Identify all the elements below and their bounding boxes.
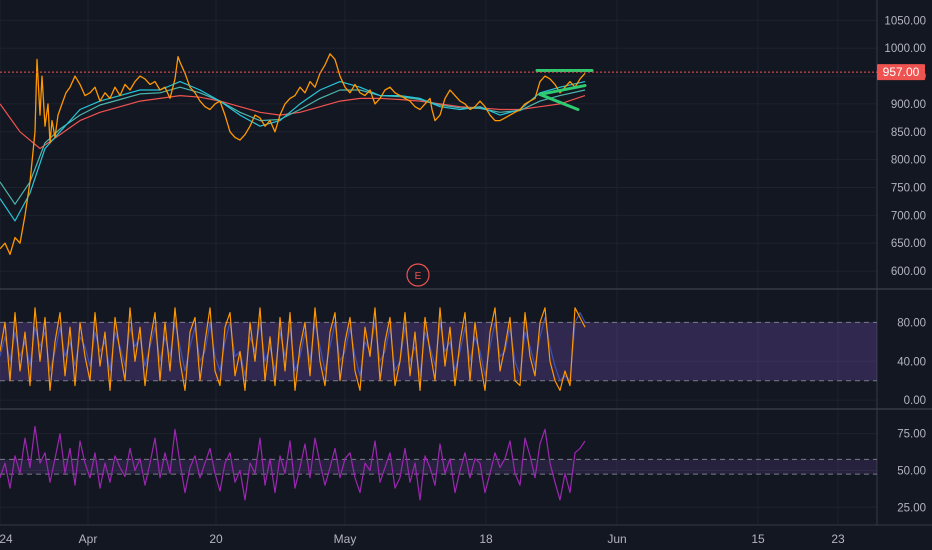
y-tick-label: 900.00 [891,99,926,111]
x-tick-label: 15 [751,532,765,546]
stochastic-axis[interactable]: 80.00 40.00 0.00 [897,317,926,407]
price-panel[interactable] [0,53,594,256]
event-marker[interactable] [406,263,430,287]
x-tick-label: Apr [79,532,98,546]
y-tick-label: 40.00 [897,356,926,368]
y-tick-label: 0.00 [904,395,926,407]
last-price-badge [877,64,925,81]
band-fill [0,459,877,475]
x-tick-label: 24 [0,532,13,546]
y-tick-label: 50.00 [897,465,926,477]
event-marker-label: E [415,271,422,282]
y-tick-label: 650.00 [891,238,926,250]
y-tick-label: 850.00 [891,127,926,139]
last-price-label: 957.00 [883,65,920,79]
rsi-axis[interactable]: 75.00 50.00 25.00 [897,429,926,515]
y-tick-label: 1000.00 [884,43,926,55]
series-line-price[interactable] [0,53,586,256]
y-tick-label: 1050.00 [884,15,926,27]
series-line-rsi[interactable] [0,425,586,501]
y-tick-label: 600.00 [891,266,926,278]
y-tick-label: 800.00 [891,155,926,167]
x-tick-label: May [334,532,357,546]
x-tick-label: 20 [209,532,223,546]
y-tick-label: 75.00 [897,429,926,441]
x-tick-label: Jun [607,532,626,546]
series-line-ma-mid[interactable] [0,86,586,205]
y-tick-label: 750.00 [891,183,926,195]
y-tick-label: 700.00 [891,210,926,222]
x-tick-label: 18 [479,532,493,546]
y-tick-label: 25.00 [897,502,926,514]
series-line-k[interactable] [0,307,586,391]
x-tick-label: 23 [831,532,845,546]
pattern-trendline[interactable] [538,84,587,96]
price-axis[interactable]: 1050.001000.00950.00900.00850.00800.0075… [884,15,926,278]
time-axis[interactable]: 24 Apr 20 May 18 Jun 15 23 [0,532,845,546]
rsi-panel[interactable] [0,425,877,501]
pattern-trendline[interactable] [538,92,580,111]
stochastic-panel[interactable] [0,307,877,391]
series-line-ma-fast[interactable] [0,80,586,222]
y-tick-label: 80.00 [897,317,926,329]
